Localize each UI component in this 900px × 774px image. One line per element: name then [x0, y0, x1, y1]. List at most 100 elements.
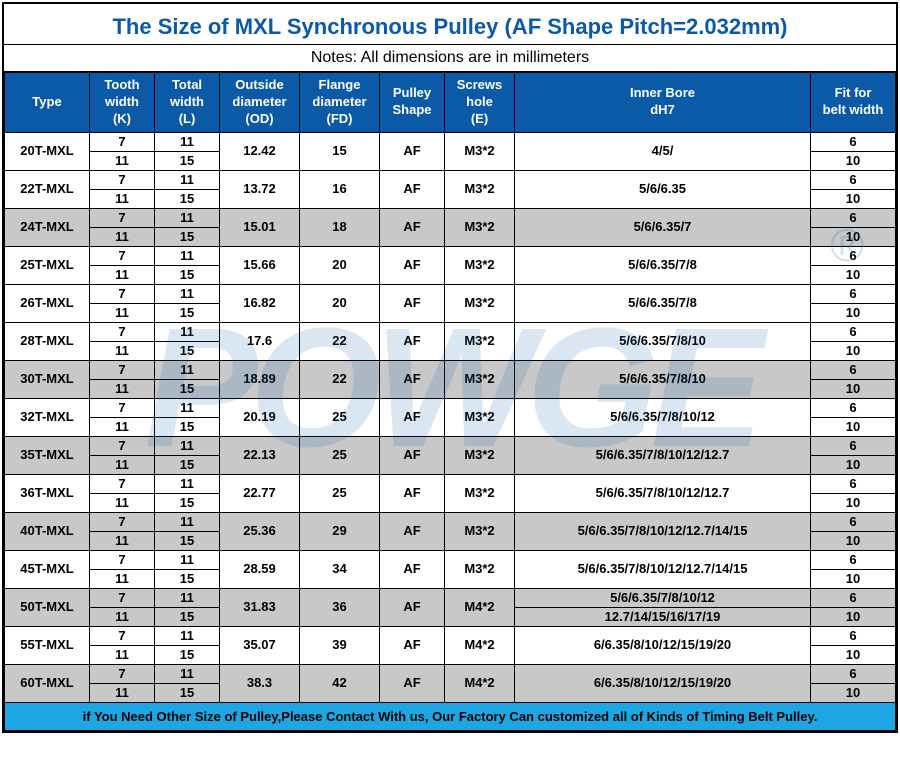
cell-pulley-shape: AF: [380, 208, 445, 246]
cell-screws-hole: M3*2: [445, 322, 515, 360]
table-container: The Size of MXL Synchronous Pulley (AF S…: [2, 2, 898, 733]
cell-screws-hole: M3*2: [445, 170, 515, 208]
cell-outside-diameter: 35.07: [220, 626, 300, 664]
cell-total-width: 15: [155, 151, 220, 170]
header-total-width: Totalwidth(L): [155, 73, 220, 133]
header-type: Type: [5, 73, 90, 133]
cell-inner-bore: 5/6/6.35/7/8: [515, 246, 811, 284]
cell-tooth-width: 11: [90, 151, 155, 170]
cell-pulley-shape: AF: [380, 284, 445, 322]
cell-pulley-shape: AF: [380, 474, 445, 512]
cell-total-width: 15: [155, 455, 220, 474]
cell-outside-diameter: 31.83: [220, 588, 300, 626]
cell-total-width: 15: [155, 189, 220, 208]
cell-type: 50T-MXL: [5, 588, 90, 626]
table-row: 55T-MXL71135.0739AFM4*26/6.35/8/10/12/15…: [5, 626, 896, 645]
cell-total-width: 11: [155, 664, 220, 683]
cell-screws-hole: M3*2: [445, 512, 515, 550]
cell-tooth-width: 11: [90, 493, 155, 512]
cell-fit-belt: 10: [811, 455, 896, 474]
cell-tooth-width: 11: [90, 569, 155, 588]
table-row: 24T-MXL71115.0118AFM3*25/6/6.35/76: [5, 208, 896, 227]
cell-inner-bore: 5/6/6.35/7/8/10/12/12.7: [515, 436, 811, 474]
cell-screws-hole: M3*2: [445, 132, 515, 170]
table-row: 28T-MXL71117.622AFM3*25/6/6.35/7/8/106: [5, 322, 896, 341]
cell-tooth-width: 7: [90, 588, 155, 607]
header-screws-hole: Screwshole(E): [445, 73, 515, 133]
cell-type: 35T-MXL: [5, 436, 90, 474]
cell-total-width: 11: [155, 360, 220, 379]
cell-flange-diameter: 16: [300, 170, 380, 208]
cell-fit-belt: 10: [811, 227, 896, 246]
cell-tooth-width: 7: [90, 436, 155, 455]
cell-fit-belt: 10: [811, 531, 896, 550]
cell-tooth-width: 11: [90, 227, 155, 246]
cell-inner-bore: 4/5/: [515, 132, 811, 170]
cell-tooth-width: 7: [90, 208, 155, 227]
notes-line: Notes: All dimensions are in millimeters: [4, 45, 896, 72]
cell-inner-bore: 5/6/6.35/7/8/10/12: [515, 588, 811, 607]
header-row: Type Toothwidth(K) Totalwidth(L) Outside…: [5, 73, 896, 133]
cell-tooth-width: 7: [90, 512, 155, 531]
cell-total-width: 15: [155, 303, 220, 322]
table-row: 50T-MXL71131.8336AFM4*25/6/6.35/7/8/10/1…: [5, 588, 896, 607]
cell-fit-belt: 6: [811, 588, 896, 607]
cell-fit-belt: 6: [811, 284, 896, 303]
cell-screws-hole: M3*2: [445, 208, 515, 246]
cell-flange-diameter: 29: [300, 512, 380, 550]
cell-inner-bore: 6/6.35/8/10/12/15/19/20: [515, 664, 811, 702]
cell-inner-bore: 5/6/6.35/7/8/10: [515, 322, 811, 360]
cell-fit-belt: 6: [811, 322, 896, 341]
cell-fit-belt: 10: [811, 493, 896, 512]
cell-pulley-shape: AF: [380, 132, 445, 170]
cell-total-width: 15: [155, 265, 220, 284]
table-row: 45T-MXL71128.5934AFM3*25/6/6.35/7/8/10/1…: [5, 550, 896, 569]
cell-type: 28T-MXL: [5, 322, 90, 360]
table-row: 40T-MXL71125.3629AFM3*25/6/6.35/7/8/10/1…: [5, 512, 896, 531]
header-flange-diameter: Flangediameter(FD): [300, 73, 380, 133]
cell-fit-belt: 10: [811, 417, 896, 436]
cell-outside-diameter: 22.77: [220, 474, 300, 512]
cell-total-width: 11: [155, 588, 220, 607]
cell-inner-bore: 5/6/6.35/7/8/10: [515, 360, 811, 398]
cell-inner-bore: 12.7/14/15/16/17/19: [515, 607, 811, 626]
cell-fit-belt: 10: [811, 303, 896, 322]
cell-tooth-width: 7: [90, 284, 155, 303]
cell-type: 22T-MXL: [5, 170, 90, 208]
cell-total-width: 11: [155, 436, 220, 455]
cell-pulley-shape: AF: [380, 626, 445, 664]
cell-flange-diameter: 36: [300, 588, 380, 626]
cell-screws-hole: M4*2: [445, 664, 515, 702]
cell-pulley-shape: AF: [380, 588, 445, 626]
cell-outside-diameter: 25.36: [220, 512, 300, 550]
cell-pulley-shape: AF: [380, 360, 445, 398]
table-row: 26T-MXL71116.8220AFM3*25/6/6.35/7/86: [5, 284, 896, 303]
cell-flange-diameter: 18: [300, 208, 380, 246]
cell-inner-bore: 6/6.35/8/10/12/15/19/20: [515, 626, 811, 664]
header-outside-diameter: Outsidediameter(OD): [220, 73, 300, 133]
page-title: The Size of MXL Synchronous Pulley (AF S…: [4, 4, 896, 45]
cell-total-width: 11: [155, 208, 220, 227]
cell-pulley-shape: AF: [380, 170, 445, 208]
cell-total-width: 11: [155, 626, 220, 645]
cell-type: 45T-MXL: [5, 550, 90, 588]
cell-fit-belt: 10: [811, 341, 896, 360]
cell-outside-diameter: 13.72: [220, 170, 300, 208]
cell-tooth-width: 11: [90, 341, 155, 360]
cell-outside-diameter: 38.3: [220, 664, 300, 702]
cell-total-width: 11: [155, 322, 220, 341]
cell-tooth-width: 7: [90, 132, 155, 151]
cell-total-width: 15: [155, 645, 220, 664]
cell-fit-belt: 10: [811, 151, 896, 170]
cell-total-width: 15: [155, 227, 220, 246]
table-row: 20T-MXL71112.4215AFM3*24/5/6: [5, 132, 896, 151]
cell-inner-bore: 5/6/6.35/7/8/10/12/12.7/14/15: [515, 550, 811, 588]
cell-pulley-shape: AF: [380, 322, 445, 360]
cell-total-width: 11: [155, 550, 220, 569]
cell-outside-diameter: 17.6: [220, 322, 300, 360]
table-body: 20T-MXL71112.4215AFM3*24/5/611151022T-MX…: [5, 132, 896, 731]
cell-type: 55T-MXL: [5, 626, 90, 664]
cell-outside-diameter: 16.82: [220, 284, 300, 322]
cell-fit-belt: 6: [811, 170, 896, 189]
cell-total-width: 15: [155, 379, 220, 398]
